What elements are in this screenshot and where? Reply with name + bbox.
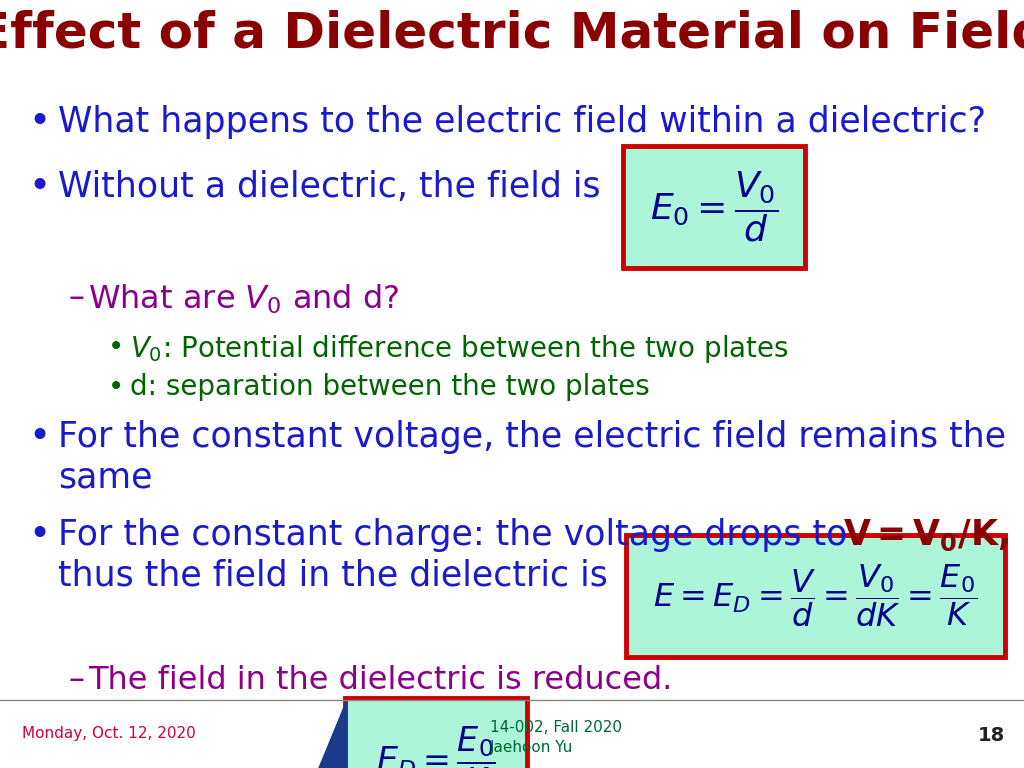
Text: Monday, Oct. 12, 2020: Monday, Oct. 12, 2020 xyxy=(22,726,196,741)
Text: •: • xyxy=(108,333,124,361)
Text: $V_0$: Potential difference between the two plates: $V_0$: Potential difference between the … xyxy=(130,333,788,365)
Text: What are $V_0$ and d?: What are $V_0$ and d? xyxy=(88,283,399,316)
Text: For the constant voltage, the electric field remains the: For the constant voltage, the electric f… xyxy=(58,420,1007,454)
Text: d: separation between the two plates: d: separation between the two plates xyxy=(130,373,650,401)
Text: The field in the dielectric is reduced.: The field in the dielectric is reduced. xyxy=(88,665,673,696)
FancyBboxPatch shape xyxy=(345,698,527,768)
Text: 14-002, Fall 2020: 14-002, Fall 2020 xyxy=(490,720,622,735)
Text: –: – xyxy=(68,283,84,314)
FancyBboxPatch shape xyxy=(623,146,805,268)
Text: –: – xyxy=(68,665,84,696)
Text: $\mathbf{V{=}V_0/K}$,: $\mathbf{V{=}V_0/K}$, xyxy=(843,518,1009,553)
Text: Jaehoon Yu: Jaehoon Yu xyxy=(490,740,573,755)
Text: Effect of a Dielectric Material on Field: Effect of a Dielectric Material on Field xyxy=(0,10,1024,58)
Text: $E_D = \dfrac{E_0}{K}$: $E_D = \dfrac{E_0}{K}$ xyxy=(376,725,496,768)
Text: thus the field in the dielectric is: thus the field in the dielectric is xyxy=(58,558,608,592)
Text: What happens to the electric field within a dielectric?: What happens to the electric field withi… xyxy=(58,105,986,139)
FancyBboxPatch shape xyxy=(626,535,1005,657)
Text: $E = E_D = \dfrac{V}{d} = \dfrac{V_0}{dK} = \dfrac{E_0}{K}$: $E = E_D = \dfrac{V}{d} = \dfrac{V_0}{dK… xyxy=(653,563,978,629)
Text: •: • xyxy=(28,420,50,456)
Text: 18: 18 xyxy=(978,726,1005,745)
Text: same: same xyxy=(58,460,153,494)
Text: •: • xyxy=(28,170,50,206)
Text: Without a dielectric, the field is: Without a dielectric, the field is xyxy=(58,170,601,204)
Polygon shape xyxy=(319,700,347,768)
Text: For the constant charge: the voltage drops to: For the constant charge: the voltage dro… xyxy=(58,518,858,552)
Text: $E_0 = \dfrac{V_0}{d}$: $E_0 = \dfrac{V_0}{d}$ xyxy=(650,170,778,244)
Text: •: • xyxy=(28,105,50,141)
Text: •: • xyxy=(28,518,50,554)
Text: •: • xyxy=(108,373,124,401)
